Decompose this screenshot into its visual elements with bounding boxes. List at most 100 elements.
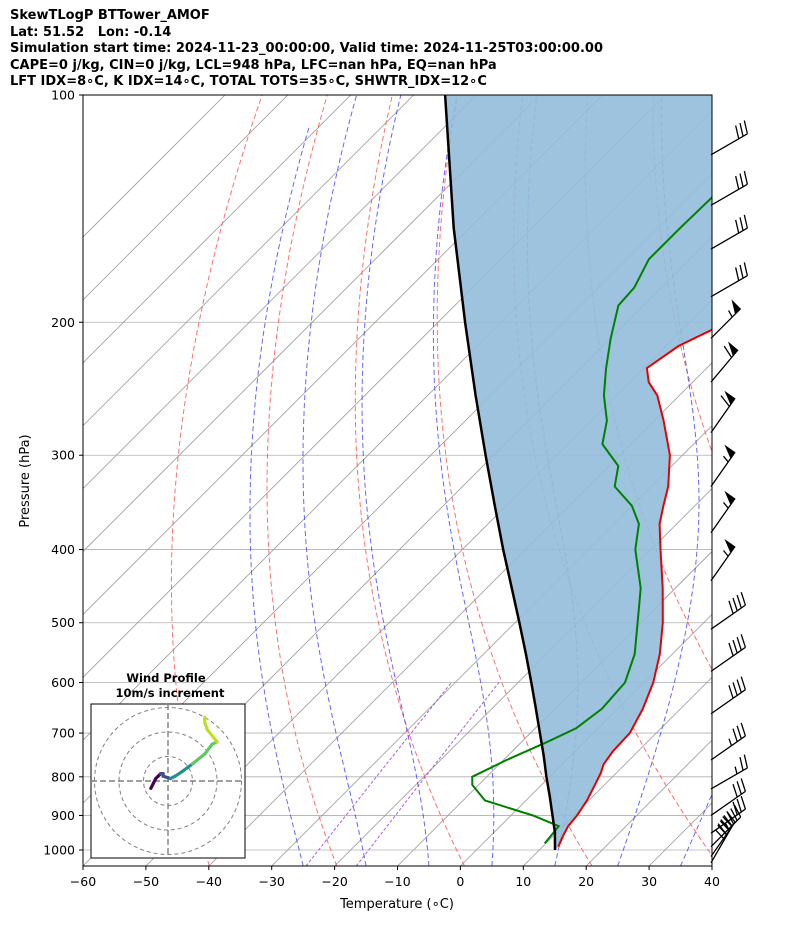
- x-tick-label: −60: [70, 874, 96, 889]
- x-tick-label: −40: [196, 874, 222, 889]
- barb-flag: [717, 824, 728, 836]
- barb-half-flag: [734, 766, 738, 775]
- wind-barb: [710, 214, 749, 250]
- wind-barb: [710, 676, 747, 715]
- barb-flag: [728, 600, 734, 614]
- y-tick-label: 900: [51, 808, 75, 823]
- barb-flag: [740, 795, 747, 810]
- barb-flag: [735, 125, 740, 139]
- x-tick-label: 30: [641, 874, 657, 889]
- y-axis-label: Pressure (hPa): [18, 434, 33, 527]
- barb-flag: [736, 594, 742, 609]
- wind-barb: [710, 804, 742, 848]
- hodograph-subtitle: 10m/s increment: [116, 686, 225, 700]
- barb-flag: [720, 395, 730, 407]
- isotherm-line: [397, 550, 712, 866]
- barb-flag: [732, 783, 738, 798]
- hodograph-trace: [181, 762, 195, 773]
- barb-flag: [735, 219, 740, 234]
- y-tick-label: 200: [51, 315, 75, 330]
- dry-adiabat-line: [783, 95, 794, 866]
- barb-pennant: [724, 538, 736, 553]
- barb-pennant: [724, 390, 736, 405]
- dry-adiabat-line: [718, 95, 794, 866]
- isotherm-line: [334, 488, 712, 866]
- barb-staff: [710, 735, 746, 761]
- wind-barb: [710, 390, 736, 433]
- wind-barb: [710, 778, 747, 816]
- y-tick-label: 400: [51, 542, 75, 557]
- indices-line: LFT IDX=8∘C, K IDX=14∘C, TOTAL TOTS=35∘C…: [10, 74, 487, 89]
- barb-half-flag: [728, 738, 733, 746]
- y-tick-label: 100: [51, 88, 75, 103]
- dry-adiabat-line: [266, 95, 338, 866]
- barb-pennant: [724, 490, 736, 505]
- isotherm-line: [523, 676, 712, 866]
- time-line: Simulation start time: 2024-11-23_00:00:…: [10, 41, 603, 56]
- wind-barb: [710, 120, 749, 156]
- barb-flag: [732, 801, 738, 816]
- x-tick-label: −30: [259, 874, 285, 889]
- dewpoint-line: [471, 195, 712, 845]
- x-axis-label: Temperature (∘C): [339, 897, 454, 912]
- barb-staff: [710, 689, 746, 715]
- barb-flag: [740, 778, 747, 792]
- barb-pennant: [728, 341, 738, 357]
- barb-flag: [740, 676, 747, 690]
- wind-barb: [710, 634, 747, 672]
- x-tick-label: 10: [515, 874, 531, 889]
- barb-flag: [732, 639, 738, 654]
- location-line: Lat: 51.52 Lon: -0.14: [10, 24, 172, 40]
- barb-flag: [723, 345, 733, 358]
- barb-staff: [710, 826, 733, 864]
- barb-flag: [736, 725, 742, 739]
- wind-barb: [710, 262, 749, 298]
- wind-barb: [710, 444, 736, 487]
- barb-staff: [710, 790, 746, 816]
- x-tick-label: 40: [704, 874, 720, 889]
- barb-staff: [710, 275, 748, 298]
- barb-flag: [743, 754, 749, 769]
- hodograph-plot: [91, 704, 245, 858]
- barb-flag: [743, 120, 749, 134]
- axes: −60 −50 −40 −30 −20 −10 0 10 20 30 40 100 200 300 400 5…: [43, 88, 720, 890]
- x-tick-label: 20: [578, 874, 594, 889]
- barb-staff: [710, 497, 736, 534]
- barb-staff: [710, 604, 746, 630]
- barb-staff: [710, 133, 748, 156]
- barb-staff: [710, 767, 748, 790]
- hodograph-trace: [190, 752, 207, 766]
- isotherm-line: [83, 95, 414, 427]
- moist-adiabat-line: [617, 95, 700, 866]
- barb-flag: [736, 798, 742, 813]
- wind-barb: [710, 722, 747, 761]
- barb-flag: [736, 637, 742, 651]
- barb-staff: [710, 546, 736, 582]
- barb-flag: [739, 173, 744, 187]
- barb-flag: [739, 122, 744, 137]
- wind-barb: [710, 341, 739, 383]
- barb-flag: [728, 685, 734, 699]
- barb-staff: [710, 646, 746, 672]
- barb-flag: [719, 820, 730, 832]
- barb-flag: [740, 722, 747, 737]
- wind-barb: [710, 591, 747, 630]
- barb-flag: [743, 214, 749, 229]
- barb-staff: [710, 816, 742, 848]
- y-tick-label: 500: [51, 615, 75, 630]
- hodograph-trace: [203, 742, 214, 756]
- barb-half-flag: [722, 550, 729, 557]
- barb-staff: [710, 227, 748, 250]
- dry-adiabat-line: [436, 95, 593, 866]
- x-tick-label: −20: [321, 874, 347, 889]
- x-tick-label: −50: [133, 874, 159, 889]
- x-tick-label: 0: [456, 874, 464, 889]
- barb-flag: [735, 175, 740, 190]
- isotherm-line: [83, 95, 289, 301]
- stable-area-shading: [445, 95, 712, 850]
- mixing-ratio-line: [355, 682, 500, 866]
- moist-adiabat-line: [302, 95, 367, 866]
- barb-flag: [740, 591, 747, 606]
- wind-barb: [710, 538, 736, 582]
